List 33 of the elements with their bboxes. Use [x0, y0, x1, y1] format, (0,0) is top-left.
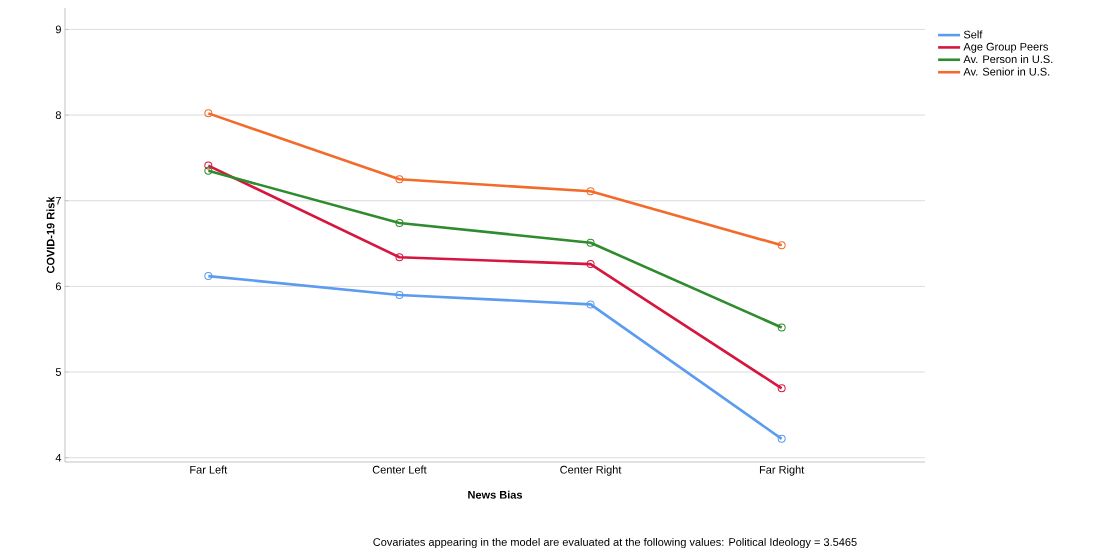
point — [395, 290, 404, 299]
y-tick-label: 9 — [55, 25, 61, 34]
point — [777, 323, 786, 332]
y-tick-label: 4 — [55, 453, 62, 462]
y-axis-title: COVID-19 Risk — [46, 196, 55, 274]
point — [204, 166, 213, 175]
point — [777, 434, 786, 443]
point — [777, 241, 786, 250]
point — [586, 187, 595, 196]
y-tick-label: 5 — [55, 368, 61, 376]
point — [586, 260, 595, 269]
point — [395, 219, 404, 227]
point — [395, 253, 404, 262]
x-axis-title: News Bias — [468, 490, 523, 499]
x-tick-label: Center Left — [372, 465, 427, 474]
text: Covariates appearing in the model are evaluated at the following values: Political Ideology = 3.5465 — [373, 537, 857, 549]
legend-label: Av. Senior in U.S. — [963, 67, 1050, 76]
x-tick-label: Far Right — [759, 465, 805, 476]
legend-label: Self — [963, 30, 983, 39]
y-tick-label: 8 — [55, 111, 61, 119]
x-tick-label: Far Left — [190, 465, 228, 474]
point — [204, 161, 213, 170]
y-tick-label: 6 — [55, 282, 61, 291]
point — [204, 272, 213, 281]
legend-label: Age Group Peers — [963, 42, 1048, 53]
point — [586, 238, 595, 247]
point — [586, 300, 595, 309]
x-tick-label: Center Right — [560, 465, 622, 476]
point — [777, 384, 786, 393]
point — [395, 175, 404, 184]
legend-label: Av. Person in U.S. — [963, 55, 1053, 64]
point — [204, 109, 213, 118]
y-tick-label: 7 — [55, 196, 61, 205]
